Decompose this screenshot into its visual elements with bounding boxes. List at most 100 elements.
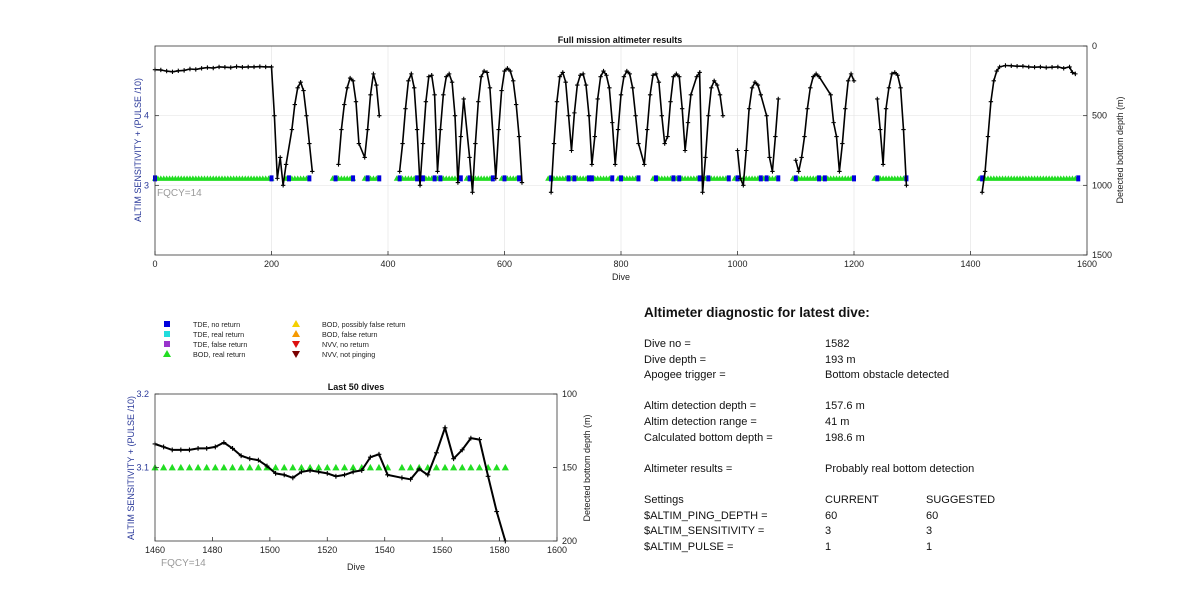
depth-point — [187, 447, 192, 453]
depth-point — [247, 456, 253, 462]
dive-depth-value: 193 m — [825, 353, 856, 366]
bottom-depth-series — [152, 424, 508, 544]
depth-point — [283, 162, 289, 167]
depth-point — [604, 73, 609, 78]
depth-point — [307, 141, 312, 146]
results-row: Altimeter results = Probably real bottom… — [644, 462, 1164, 478]
depth-point — [566, 113, 571, 118]
bottom-y-axis-label-right: Detected bottom depth (m) — [582, 414, 592, 521]
tde-no-return-marker — [822, 175, 827, 182]
x-tick-label: 1200 — [844, 259, 864, 269]
depth-point — [251, 64, 257, 70]
depth-point — [706, 113, 711, 118]
tde-no-return-marker — [586, 175, 591, 182]
tde-no-return-marker — [726, 175, 731, 182]
depth-point — [353, 99, 359, 104]
tde-no-return-marker — [517, 175, 522, 182]
altim-depth-value: 157.6 m — [825, 400, 865, 413]
depth-point — [470, 190, 475, 195]
depth-point — [458, 134, 464, 139]
setting-suggested: 60 — [926, 509, 939, 522]
depth-point — [426, 74, 431, 79]
depth-point — [767, 155, 772, 160]
depth-point — [161, 444, 167, 450]
altim-range-label: Altim detection range = — [644, 415, 757, 428]
tde-no-return-marker — [549, 175, 554, 182]
x-tick-label: 200 — [264, 259, 279, 269]
depth-point — [278, 155, 283, 160]
depth-point — [575, 82, 580, 88]
x-tick-label: 1580 — [490, 545, 510, 555]
depth-point — [688, 92, 694, 97]
depth-point — [615, 127, 621, 132]
tde-no-return-marker — [793, 175, 798, 182]
settings-label: Settings — [644, 493, 684, 506]
depth-point — [399, 475, 405, 481]
legend-label: BOD, real return — [193, 350, 245, 359]
depth-point — [738, 176, 743, 181]
x-tick-label: 1520 — [317, 545, 337, 555]
apogee-value: Bottom obstacle detected — [825, 369, 950, 382]
depth-point — [808, 85, 813, 90]
depth-point — [901, 127, 906, 132]
depth-point — [668, 99, 673, 104]
depth-point — [845, 78, 851, 84]
depth-point — [169, 447, 175, 453]
depth-point — [406, 78, 411, 84]
tde-no-return-marker — [286, 175, 291, 182]
bod-real-return-marker — [375, 463, 383, 471]
depth-point — [834, 134, 839, 139]
bottom-fqcy-annotation: FQCY=14 — [161, 558, 206, 569]
bod-real-return-marker — [441, 463, 449, 471]
depth-point — [709, 85, 714, 90]
dive-no-row: Dive no = 1582 — [644, 337, 1164, 353]
depth-point — [752, 80, 758, 85]
depth-point — [212, 444, 218, 450]
depth-point — [796, 169, 801, 174]
depth-point — [222, 64, 228, 70]
depth-point — [316, 469, 322, 475]
depth-point — [586, 113, 592, 118]
depth-point — [758, 92, 763, 97]
depth-point — [883, 106, 889, 111]
depth-point — [444, 74, 449, 79]
depth-point — [697, 70, 702, 75]
x-tick-label: 1460 — [145, 545, 165, 555]
depth-line-segment — [154, 65, 314, 186]
depth-point — [310, 169, 315, 174]
apogee-row: Apogee trigger = Bottom obstacle detecte… — [644, 368, 1164, 384]
bottom-chart-ticks: 1460 1480 1500 1520 1540 1560 1580 1600 3.1 3.2 10… — [136, 389, 577, 555]
depth-point — [659, 113, 664, 118]
depth-point — [904, 183, 909, 188]
depth-line-segment — [876, 71, 908, 186]
depth-point — [342, 472, 347, 478]
setting-row-ping-depth: $ALTIM_PING_DEPTH = 60 60 — [644, 509, 1164, 525]
tde-no-return-marker — [610, 175, 615, 182]
depth-point — [1032, 64, 1037, 70]
depth-point — [979, 190, 985, 195]
bottom-y-axis-label-left: ALTIM SENSITIVITY + (PULSE /10) — [126, 396, 136, 540]
bod-real-return-marker — [246, 463, 254, 471]
depth-point — [376, 451, 382, 457]
depth-point — [423, 99, 429, 104]
setting-current: 60 — [825, 509, 838, 522]
bod-real-return-marker — [177, 463, 185, 471]
bod-real-return-marker — [323, 463, 331, 471]
depth-point — [744, 148, 749, 153]
depth-point — [193, 67, 198, 72]
depth-point — [598, 74, 603, 79]
depth-point — [1014, 64, 1020, 69]
depth-point — [481, 68, 487, 74]
depth-point — [339, 127, 344, 132]
setting-name: $ALTIM_PULSE = — [644, 540, 734, 553]
depth-point — [269, 64, 274, 70]
depth-point — [755, 82, 761, 88]
depth-point — [892, 70, 897, 75]
tde-no-return-marker — [365, 175, 370, 182]
depth-point — [816, 74, 822, 79]
depth-point — [181, 68, 187, 73]
depth-point — [735, 148, 740, 153]
setting-current: 3 — [825, 525, 832, 538]
tde-no-return-marker — [377, 175, 382, 182]
depth-point — [560, 70, 565, 75]
